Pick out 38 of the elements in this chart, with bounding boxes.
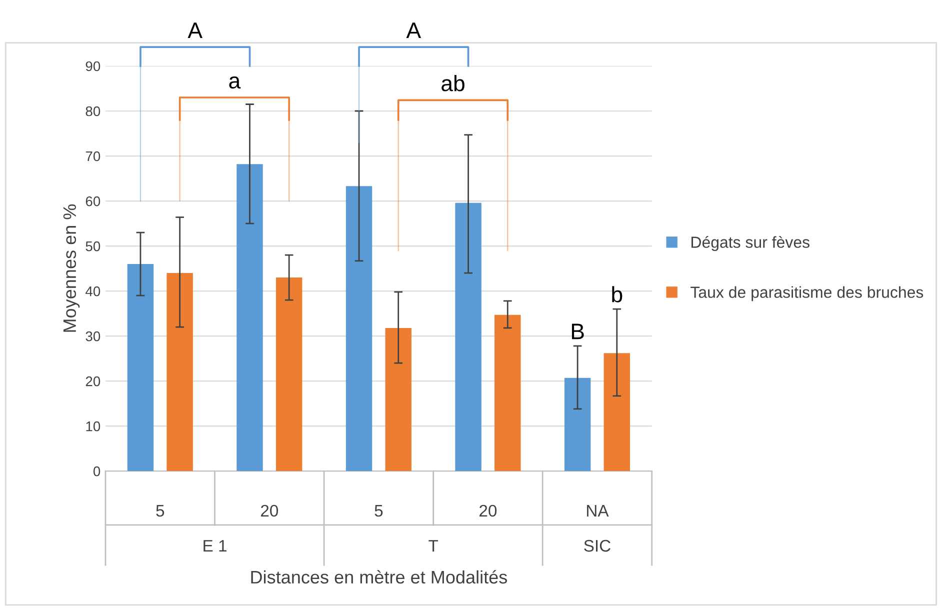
y-tick-label: 0 [93,466,100,476]
y-tick-label: 50 [86,241,100,252]
y-tick-label: 10 [86,421,100,432]
bar [346,186,372,472]
text: A [188,22,202,38]
bar [127,264,154,472]
text: T [428,540,438,552]
y-tick-label: 40 [86,286,100,296]
y-tick-label: 30 [86,331,100,342]
x-tick-label: NA [587,505,609,516]
bar [276,278,302,472]
legend-label: Dégats sur fèves [692,236,810,252]
annotation: b [612,286,622,302]
y-tick-label: 90 [86,61,100,72]
bar [385,328,412,472]
y-tick-label: 80 [86,106,100,116]
bar [564,378,591,472]
bar [494,314,521,472]
annotation: B [572,324,584,340]
x-axis-title: Distances en mètre et Modalités [251,570,507,584]
x-tick-label: 5 [156,505,164,517]
bar [236,164,263,472]
text: A [406,22,422,38]
y-tick-label: 70 [86,151,100,162]
bar [604,353,630,472]
legend-label: Taux de parasitisme des bruches [690,286,924,302]
x-tick-label: 5 [374,505,383,517]
text: SIC [584,540,610,552]
bar [166,273,193,472]
text: E 1 [204,540,226,552]
y-tick-label: 60 [86,196,100,206]
y-tick-label: 20 [86,376,100,386]
x-tick-label: 20 [480,504,497,517]
annotation: ab [442,74,464,92]
x-tick-label: 20 [260,504,278,517]
y-axis-title: Moyennes en % [63,204,80,332]
bar [455,202,482,472]
annotation: a [229,76,241,89]
